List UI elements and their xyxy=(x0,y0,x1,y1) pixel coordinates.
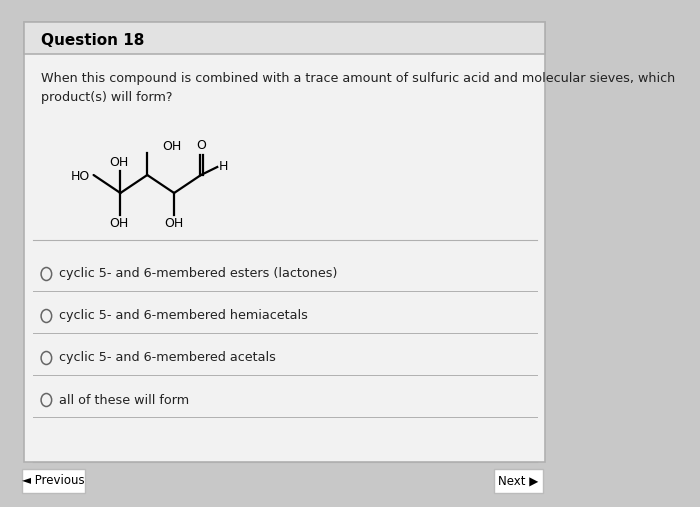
Text: ◄ Previous: ◄ Previous xyxy=(22,475,84,488)
Text: When this compound is combined with a trace amount of sulfuric acid and molecula: When this compound is combined with a tr… xyxy=(41,72,675,104)
Text: H: H xyxy=(219,160,228,172)
Text: cyclic 5- and 6-membered hemiacetals: cyclic 5- and 6-membered hemiacetals xyxy=(60,309,308,322)
Text: OH: OH xyxy=(109,217,128,230)
Text: all of these will form: all of these will form xyxy=(60,393,190,407)
FancyBboxPatch shape xyxy=(494,469,542,493)
FancyBboxPatch shape xyxy=(25,22,545,462)
Text: OH: OH xyxy=(164,217,183,230)
Text: cyclic 5- and 6-membered acetals: cyclic 5- and 6-membered acetals xyxy=(60,351,276,365)
Text: O: O xyxy=(196,139,206,152)
Text: OH: OH xyxy=(162,140,181,153)
Text: OH: OH xyxy=(109,156,128,169)
Text: Question 18: Question 18 xyxy=(41,32,144,48)
Text: Next ▶: Next ▶ xyxy=(498,475,538,488)
FancyBboxPatch shape xyxy=(22,469,85,493)
Text: cyclic 5- and 6-membered esters (lactones): cyclic 5- and 6-membered esters (lactone… xyxy=(60,268,338,280)
FancyBboxPatch shape xyxy=(25,22,545,54)
Text: HO: HO xyxy=(71,169,90,183)
